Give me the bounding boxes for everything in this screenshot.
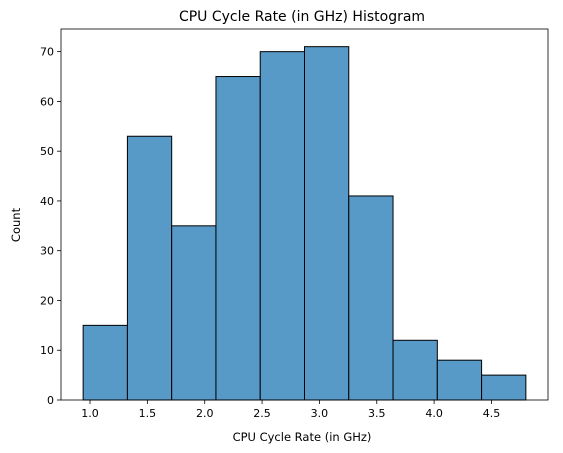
x-tick-label: 2.0 [196,407,214,420]
histogram-bar [259,51,305,401]
y-tick-label: 70 [40,46,54,59]
y-tick-label: 10 [40,344,54,357]
y-tick-label: 50 [40,145,54,158]
x-tick-label: 3.5 [368,407,386,420]
axes-frame [60,28,549,401]
x-tick-label: 4.0 [425,407,443,420]
bars-group [82,46,527,401]
y-axis-label: Count [9,207,23,242]
histogram-bar [392,339,438,401]
x-tick-label: 2.5 [253,407,271,420]
y-tick-label: 30 [40,245,54,258]
x-tick-label: 1.0 [81,407,99,420]
x-axis-ticks: 1.0 1.5 2.0 2.5 3.0 3.5 4.0 4.5 [81,400,500,420]
x-tick-label: 3.0 [311,407,329,420]
y-tick-label: 40 [40,195,54,208]
histogram-bar [82,324,128,401]
y-axis-ticks: 0 10 20 30 40 50 60 70 [40,46,61,407]
histogram-bar [436,359,483,401]
y-tick-label: 20 [40,294,54,307]
chart-title: CPU Cycle Rate (in GHz) Histogram [179,9,425,25]
y-tick-label: 60 [40,95,54,108]
x-tick-label: 4.5 [483,407,501,420]
histogram-bar [215,76,261,401]
x-tick-label: 1.5 [139,407,157,420]
histogram-bar [481,374,527,401]
histogram-bar [171,225,217,401]
histogram-bar [126,135,173,401]
x-axis-label: CPU Cycle Rate (in GHz) [233,430,372,444]
histogram-bar [348,195,394,401]
y-tick-label: 0 [47,394,54,407]
histogram-bar [304,46,350,401]
